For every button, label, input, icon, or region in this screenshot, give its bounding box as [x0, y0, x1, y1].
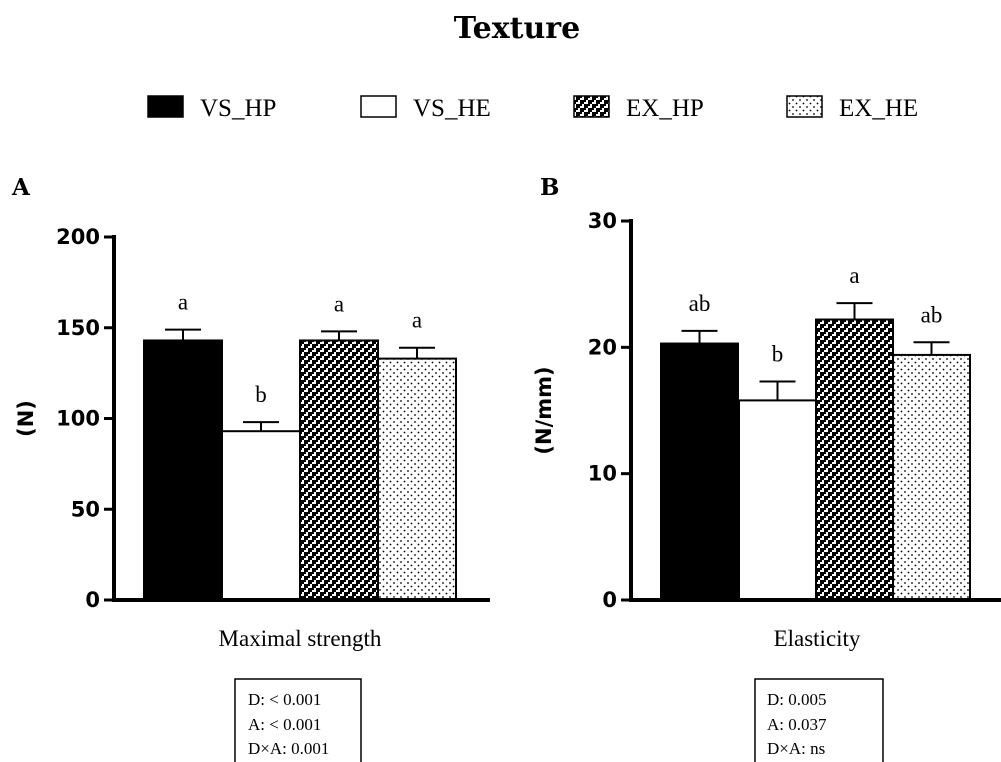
- panel-a-error-bar-ex-hp: [321, 330, 357, 341]
- panel-b-y-axis-label: (N/mm): [532, 366, 556, 454]
- panel-a-sig-label-vs-he: b: [255, 382, 267, 407]
- panel-b-bar-ex-hp: [815, 318, 894, 601]
- panel-a-letter: A: [11, 174, 31, 201]
- panel-b-stats-line: D×A: ns: [767, 739, 825, 758]
- panel-b-y-tick-label-30: 30: [588, 209, 617, 233]
- panel-b-stats-box: [754, 678, 884, 762]
- panel-a: Aa b a a 0 50 100 150 200 (N) Maximal strength D: <…: [11, 174, 490, 762]
- chart-title: Texture: [454, 11, 580, 46]
- legend-swatch-ex-hp: [573, 95, 610, 118]
- panel-a-error-bar-vs-he: [243, 421, 279, 432]
- panel-a-stats-box: [234, 678, 362, 762]
- panel-a-stats-line: D×A: 0.001: [248, 739, 329, 758]
- panel-b-bar-ex-he: [892, 353, 971, 601]
- panel-a-error-bar-ex-he: [399, 346, 435, 359]
- panel-b-bar-vs-he: [738, 399, 817, 602]
- panel-a-y-tick-label-200: 200: [56, 225, 100, 249]
- panel-a-bar-ex-hp: [299, 339, 379, 601]
- legend-swatch-ex-he: [786, 95, 823, 118]
- panel-a-bar-vs-hp: [143, 339, 223, 601]
- panel-b: Bab b a ab 0 10 20 30 (N/mm) Elasticity D: 0.005 A:…: [532, 174, 1001, 762]
- panel-a-error-bar-vs-hp: [165, 328, 201, 341]
- panel-a-y-tick-label-150: 150: [56, 316, 100, 340]
- panel-b-sig-label-ex-he: ab: [921, 302, 943, 327]
- panel-a-sig-label-ex-he: a: [412, 308, 422, 333]
- legend-label-vs-he: VS_HE: [413, 95, 491, 122]
- legend-label-vs-hp: VS_HP: [200, 95, 276, 122]
- legend-label-ex-he: EX_HE: [839, 95, 918, 122]
- panel-a-sig-label-ex-hp: a: [334, 291, 344, 316]
- panel-a-bar-vs-he: [221, 430, 301, 601]
- legend-label-ex-hp: EX_HP: [626, 95, 704, 122]
- panel-a-y-tick-label-100: 100: [56, 407, 100, 431]
- panel-b-sig-label-vs-he: b: [772, 341, 784, 366]
- panel-a-stats-line: A: < 0.001: [248, 715, 321, 734]
- panel-a-y-axis-label: (N): [14, 400, 38, 437]
- panel-b-error-bar-ex-hp: [836, 302, 873, 320]
- legend-swatch-vs-hp: [147, 95, 184, 118]
- panel-a-sig-label-vs-hp: a: [178, 290, 188, 315]
- legend: VS_HP VS_HE EX_HP EX_HE: [147, 95, 918, 122]
- panel-b-stats-line: A: 0.037: [767, 715, 827, 734]
- panel-b-sig-label-vs-hp: ab: [689, 291, 711, 316]
- panel-a-y-tick-label-50: 50: [71, 497, 100, 521]
- panel-b-sig-label-ex-hp: a: [849, 263, 859, 288]
- panel-b-y-tick-label-0: 0: [602, 588, 617, 612]
- panel-a-stats-line: D: < 0.001: [248, 690, 321, 709]
- panel-b-error-bar-vs-he: [759, 380, 796, 401]
- panel-b-letter: B: [540, 174, 559, 201]
- panel-b-y-tick-label-10: 10: [588, 462, 617, 486]
- panel-b-stats-line: D: 0.005: [767, 690, 827, 709]
- panel-a-x-axis-label: Maximal strength: [219, 626, 382, 651]
- panel-b-x-axis-label: Elasticity: [774, 626, 861, 651]
- panel-a-bar-ex-he: [377, 357, 457, 602]
- panel-b-error-bar-ex-he: [913, 341, 950, 355]
- panel-b-y-tick-label-20: 20: [588, 335, 617, 359]
- panel-b-error-bar-vs-hp: [681, 329, 718, 344]
- legend-swatch-vs-he: [360, 95, 397, 118]
- panel-a-y-tick-label-0: 0: [85, 588, 100, 612]
- panel-b-bar-vs-hp: [660, 342, 739, 601]
